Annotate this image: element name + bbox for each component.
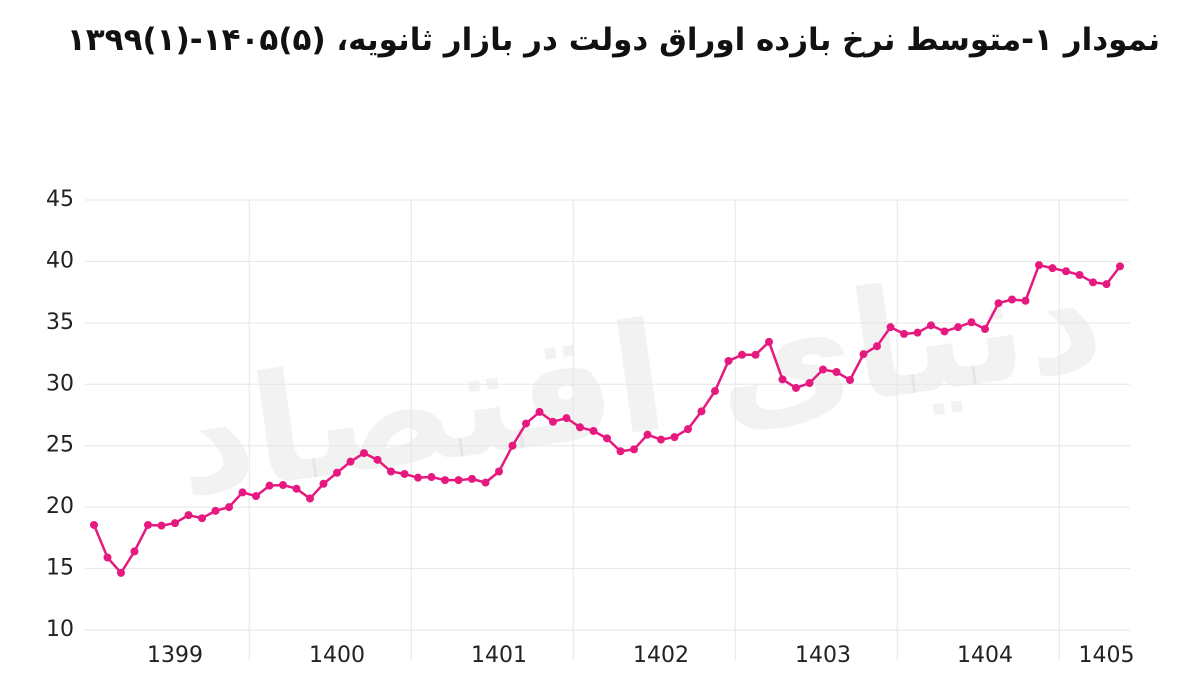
point bbox=[373, 455, 382, 464]
point bbox=[616, 447, 625, 456]
point bbox=[819, 365, 827, 374]
point bbox=[846, 375, 854, 384]
point bbox=[1021, 296, 1030, 305]
point bbox=[805, 379, 814, 388]
point bbox=[427, 473, 436, 482]
point bbox=[967, 318, 976, 327]
x-tick-label: 1403 bbox=[795, 643, 851, 668]
point bbox=[211, 506, 220, 515]
point bbox=[873, 342, 881, 351]
point bbox=[1035, 261, 1043, 270]
y-tick-label: 35 bbox=[46, 310, 74, 335]
point bbox=[1102, 280, 1111, 289]
point bbox=[333, 468, 341, 477]
point bbox=[1075, 270, 1084, 279]
point bbox=[306, 494, 314, 503]
point bbox=[886, 323, 895, 332]
point bbox=[562, 414, 571, 423]
point bbox=[454, 476, 463, 485]
point bbox=[940, 327, 949, 336]
point bbox=[346, 457, 355, 466]
y-tick-label: 20 bbox=[46, 494, 74, 519]
y-tick-label: 25 bbox=[46, 433, 74, 458]
point bbox=[508, 441, 517, 450]
y-tick-label: 45 bbox=[46, 187, 74, 212]
point bbox=[171, 519, 179, 528]
point bbox=[157, 521, 166, 530]
point bbox=[670, 433, 679, 442]
x-tick-label: 1404 bbox=[957, 643, 1013, 668]
point bbox=[130, 547, 139, 556]
point bbox=[603, 434, 611, 443]
point bbox=[792, 383, 800, 392]
point bbox=[684, 425, 692, 434]
point bbox=[954, 323, 962, 332]
point bbox=[994, 299, 1003, 308]
point bbox=[913, 328, 922, 337]
point bbox=[630, 445, 638, 454]
y-tick-label: 30 bbox=[46, 371, 74, 396]
point bbox=[103, 553, 112, 562]
point bbox=[1062, 267, 1070, 276]
point bbox=[535, 407, 544, 416]
point bbox=[576, 423, 584, 432]
x-tick-label: 1402 bbox=[633, 643, 689, 668]
point bbox=[265, 481, 274, 490]
point bbox=[400, 469, 409, 478]
point bbox=[643, 430, 652, 439]
point bbox=[751, 350, 760, 359]
point bbox=[859, 350, 868, 359]
point bbox=[360, 449, 368, 458]
point bbox=[711, 387, 719, 396]
point bbox=[927, 321, 935, 330]
x-tick-label: 1401 bbox=[471, 643, 527, 668]
point bbox=[1089, 278, 1097, 287]
point bbox=[724, 356, 733, 365]
point bbox=[1008, 295, 1016, 304]
point bbox=[414, 473, 422, 482]
chart-title: نمودار ۱-متوسط نرخ بازده اوراق دولت در ب… bbox=[66, 22, 1160, 58]
point bbox=[292, 484, 301, 493]
point bbox=[765, 337, 773, 346]
y-tick-label: 15 bbox=[46, 556, 74, 581]
point bbox=[481, 478, 490, 487]
watermark: دنیای اقتصاد bbox=[165, 229, 1113, 531]
point bbox=[778, 375, 787, 384]
point bbox=[184, 511, 193, 520]
point bbox=[279, 481, 287, 490]
point bbox=[144, 520, 152, 529]
point bbox=[1048, 264, 1057, 273]
point bbox=[697, 407, 706, 416]
point bbox=[657, 435, 665, 444]
y-tick-label: 40 bbox=[46, 248, 74, 273]
point bbox=[117, 568, 125, 577]
x-tick-label: 1400 bbox=[309, 643, 365, 668]
point bbox=[495, 467, 503, 476]
point bbox=[319, 479, 328, 488]
point bbox=[252, 492, 260, 501]
point bbox=[981, 325, 989, 333]
point bbox=[1116, 262, 1124, 271]
y-tick-label: 10 bbox=[46, 617, 74, 642]
x-tick-label: 1399 bbox=[147, 643, 203, 668]
point bbox=[441, 476, 449, 485]
point bbox=[238, 488, 247, 497]
point bbox=[90, 520, 98, 529]
point bbox=[468, 474, 476, 483]
point bbox=[589, 426, 598, 435]
point bbox=[738, 350, 746, 359]
x-tick-label: 1405 bbox=[1079, 643, 1135, 668]
point bbox=[387, 467, 395, 476]
point bbox=[549, 417, 557, 426]
point bbox=[832, 368, 841, 376]
point bbox=[522, 419, 530, 428]
point bbox=[225, 503, 233, 512]
point bbox=[198, 514, 206, 523]
point bbox=[900, 329, 908, 338]
